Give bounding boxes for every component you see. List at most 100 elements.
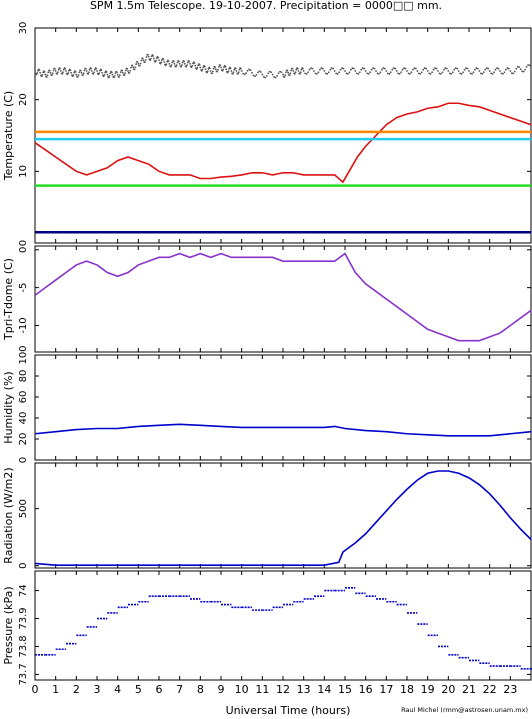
data-point	[245, 72, 247, 74]
data-point	[188, 60, 191, 63]
data-point	[180, 64, 183, 67]
y-tick-label: 10	[18, 165, 29, 178]
data-point	[48, 69, 51, 72]
data-point	[324, 72, 327, 75]
x-tick-label: 0	[32, 683, 39, 696]
y-tick-label: -10	[18, 317, 29, 333]
chart-title: SPM 1.5m Telescope. 19-10-2007. Precipit…	[90, 0, 442, 12]
data-point	[519, 68, 522, 71]
data-point	[237, 73, 239, 75]
data-point	[518, 66, 521, 69]
y-tick-label: 0	[18, 240, 29, 246]
data-point	[54, 68, 56, 70]
data-point	[209, 67, 211, 70]
data-point	[410, 71, 413, 74]
data-point	[468, 70, 470, 72]
data-point	[180, 65, 183, 68]
data-point	[398, 73, 401, 75]
data-point	[78, 71, 81, 74]
data-point	[186, 64, 188, 67]
data-point	[456, 67, 459, 70]
data-point	[157, 56, 160, 59]
x-tick-label: 7	[176, 683, 183, 696]
data-point	[155, 57, 158, 60]
data-point	[378, 73, 380, 75]
data-point	[173, 62, 176, 65]
data-point	[317, 71, 320, 74]
data-point	[265, 74, 268, 77]
data-point	[65, 70, 67, 72]
data-point	[285, 71, 287, 74]
data-point	[134, 66, 137, 69]
data-point	[406, 70, 408, 72]
data-point	[219, 64, 222, 67]
data-point	[36, 72, 39, 74]
data-point	[52, 69, 55, 72]
data-point	[57, 68, 60, 71]
data-point	[110, 71, 113, 74]
data-point	[292, 70, 295, 72]
x-tick-label: 9	[218, 683, 225, 696]
data-point	[47, 71, 50, 74]
series-rad	[34, 470, 532, 566]
data-point	[469, 72, 472, 75]
data-point	[485, 67, 488, 69]
data-point	[372, 67, 374, 69]
data-point	[39, 71, 42, 74]
data-point	[75, 73, 78, 76]
data-point	[479, 72, 482, 75]
data-point	[230, 70, 233, 72]
data-point	[457, 70, 460, 72]
data-point	[488, 70, 491, 72]
data-point	[528, 64, 531, 67]
data-point	[465, 67, 467, 69]
data-point	[416, 70, 419, 72]
x-tick-label: 22	[483, 683, 497, 696]
data-point	[400, 71, 402, 74]
data-point	[419, 73, 422, 75]
data-point	[116, 71, 118, 74]
data-point	[71, 75, 74, 78]
data-point	[277, 72, 280, 75]
data-point	[258, 70, 261, 73]
data-point	[462, 71, 464, 74]
data-point	[216, 70, 219, 73]
data-point	[246, 69, 249, 72]
data-point	[64, 67, 67, 70]
data-point	[369, 71, 371, 74]
data-point	[51, 72, 54, 75]
data-point	[155, 59, 157, 62]
x-tick-label: 20	[441, 683, 455, 696]
y-axis-label: Temperature (C)	[2, 91, 15, 181]
data-point	[348, 71, 351, 74]
data-point	[83, 69, 86, 72]
data-point	[515, 67, 518, 70]
y-tick-label: 40	[18, 412, 29, 425]
data-point	[121, 71, 124, 74]
series-hum	[34, 423, 532, 437]
data-point	[335, 72, 338, 75]
data-point	[286, 69, 289, 72]
panel-0: 0 10 20 30 Temperature (C)	[2, 22, 532, 246]
data-point	[202, 66, 205, 69]
y-tick-label: 80	[18, 370, 29, 383]
data-point	[168, 62, 171, 65]
data-point	[114, 72, 117, 75]
data-point	[162, 58, 165, 61]
data-point	[124, 69, 127, 72]
data-point	[238, 68, 241, 71]
data-point	[163, 61, 166, 63]
x-tick-label: 4	[114, 683, 121, 696]
data-point	[330, 67, 333, 69]
data-point	[316, 73, 318, 75]
data-point	[144, 59, 147, 61]
data-point	[175, 65, 177, 68]
data-point	[268, 70, 271, 73]
data-point	[255, 73, 258, 76]
data-point	[463, 68, 466, 71]
data-point	[311, 67, 314, 70]
series-pres	[35, 586, 532, 670]
data-point	[109, 72, 112, 75]
data-point	[201, 68, 204, 71]
